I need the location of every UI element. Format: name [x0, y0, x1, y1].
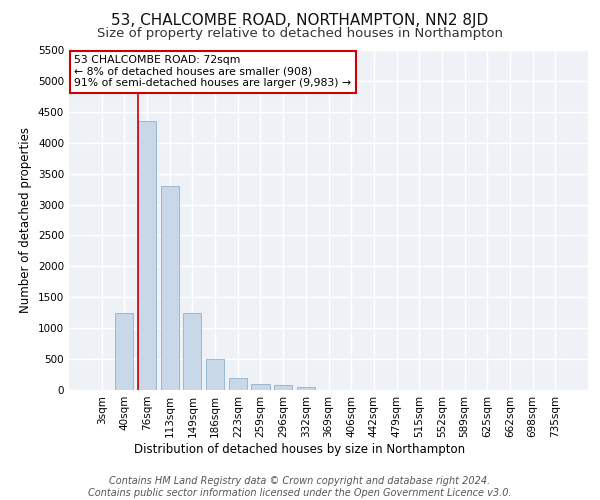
- Bar: [229, 378, 247, 390]
- Text: Distribution of detached houses by size in Northampton: Distribution of detached houses by size …: [134, 442, 466, 456]
- Bar: [206, 359, 224, 390]
- Text: 53 CHALCOMBE ROAD: 72sqm
← 8% of detached houses are smaller (908)
91% of semi-d: 53 CHALCOMBE ROAD: 72sqm ← 8% of detache…: [74, 55, 352, 88]
- Bar: [297, 387, 315, 390]
- Bar: [251, 384, 269, 390]
- Text: Contains HM Land Registry data © Crown copyright and database right 2024.
Contai: Contains HM Land Registry data © Crown c…: [88, 476, 512, 498]
- Text: Size of property relative to detached houses in Northampton: Size of property relative to detached ho…: [97, 28, 503, 40]
- Bar: [161, 186, 179, 390]
- Bar: [138, 121, 156, 390]
- Text: 53, CHALCOMBE ROAD, NORTHAMPTON, NN2 8JD: 53, CHALCOMBE ROAD, NORTHAMPTON, NN2 8JD: [112, 12, 488, 28]
- Bar: [184, 312, 202, 390]
- Bar: [274, 386, 292, 390]
- Bar: [115, 312, 133, 390]
- Y-axis label: Number of detached properties: Number of detached properties: [19, 127, 32, 313]
